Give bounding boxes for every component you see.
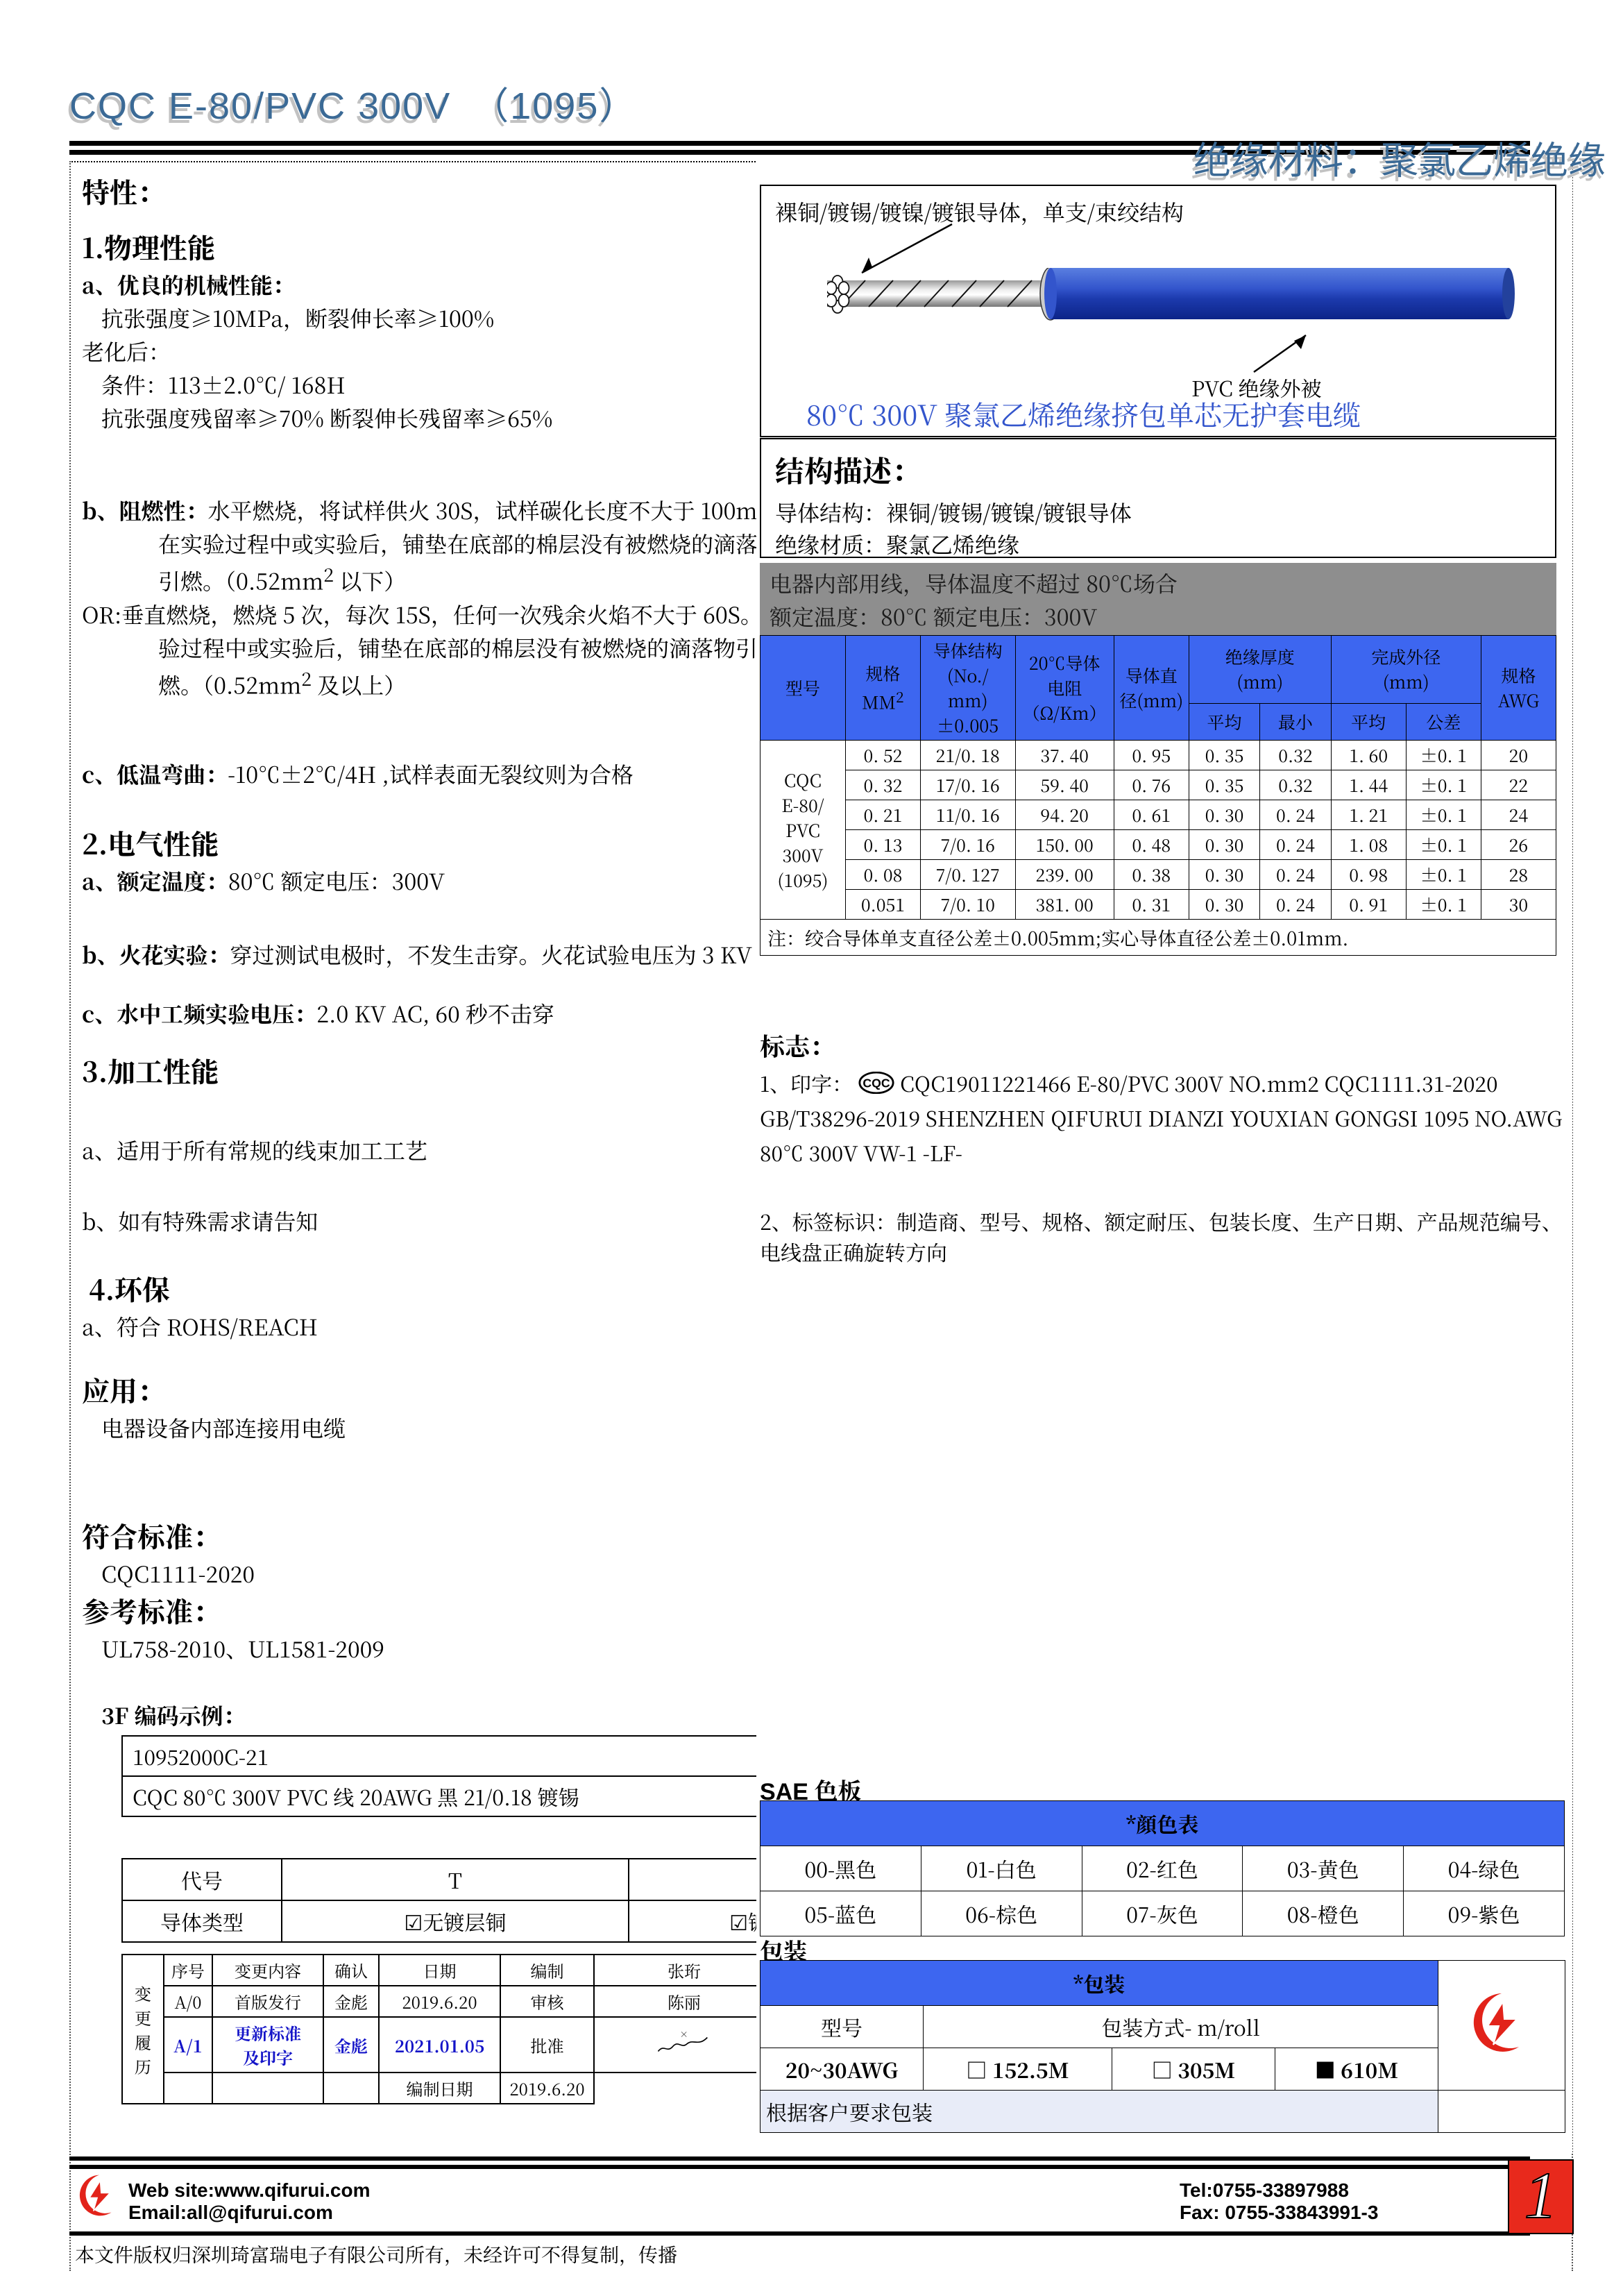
svg-text:CQC: CQC	[863, 1077, 890, 1090]
svg-text:×: ×	[679, 2027, 688, 2040]
